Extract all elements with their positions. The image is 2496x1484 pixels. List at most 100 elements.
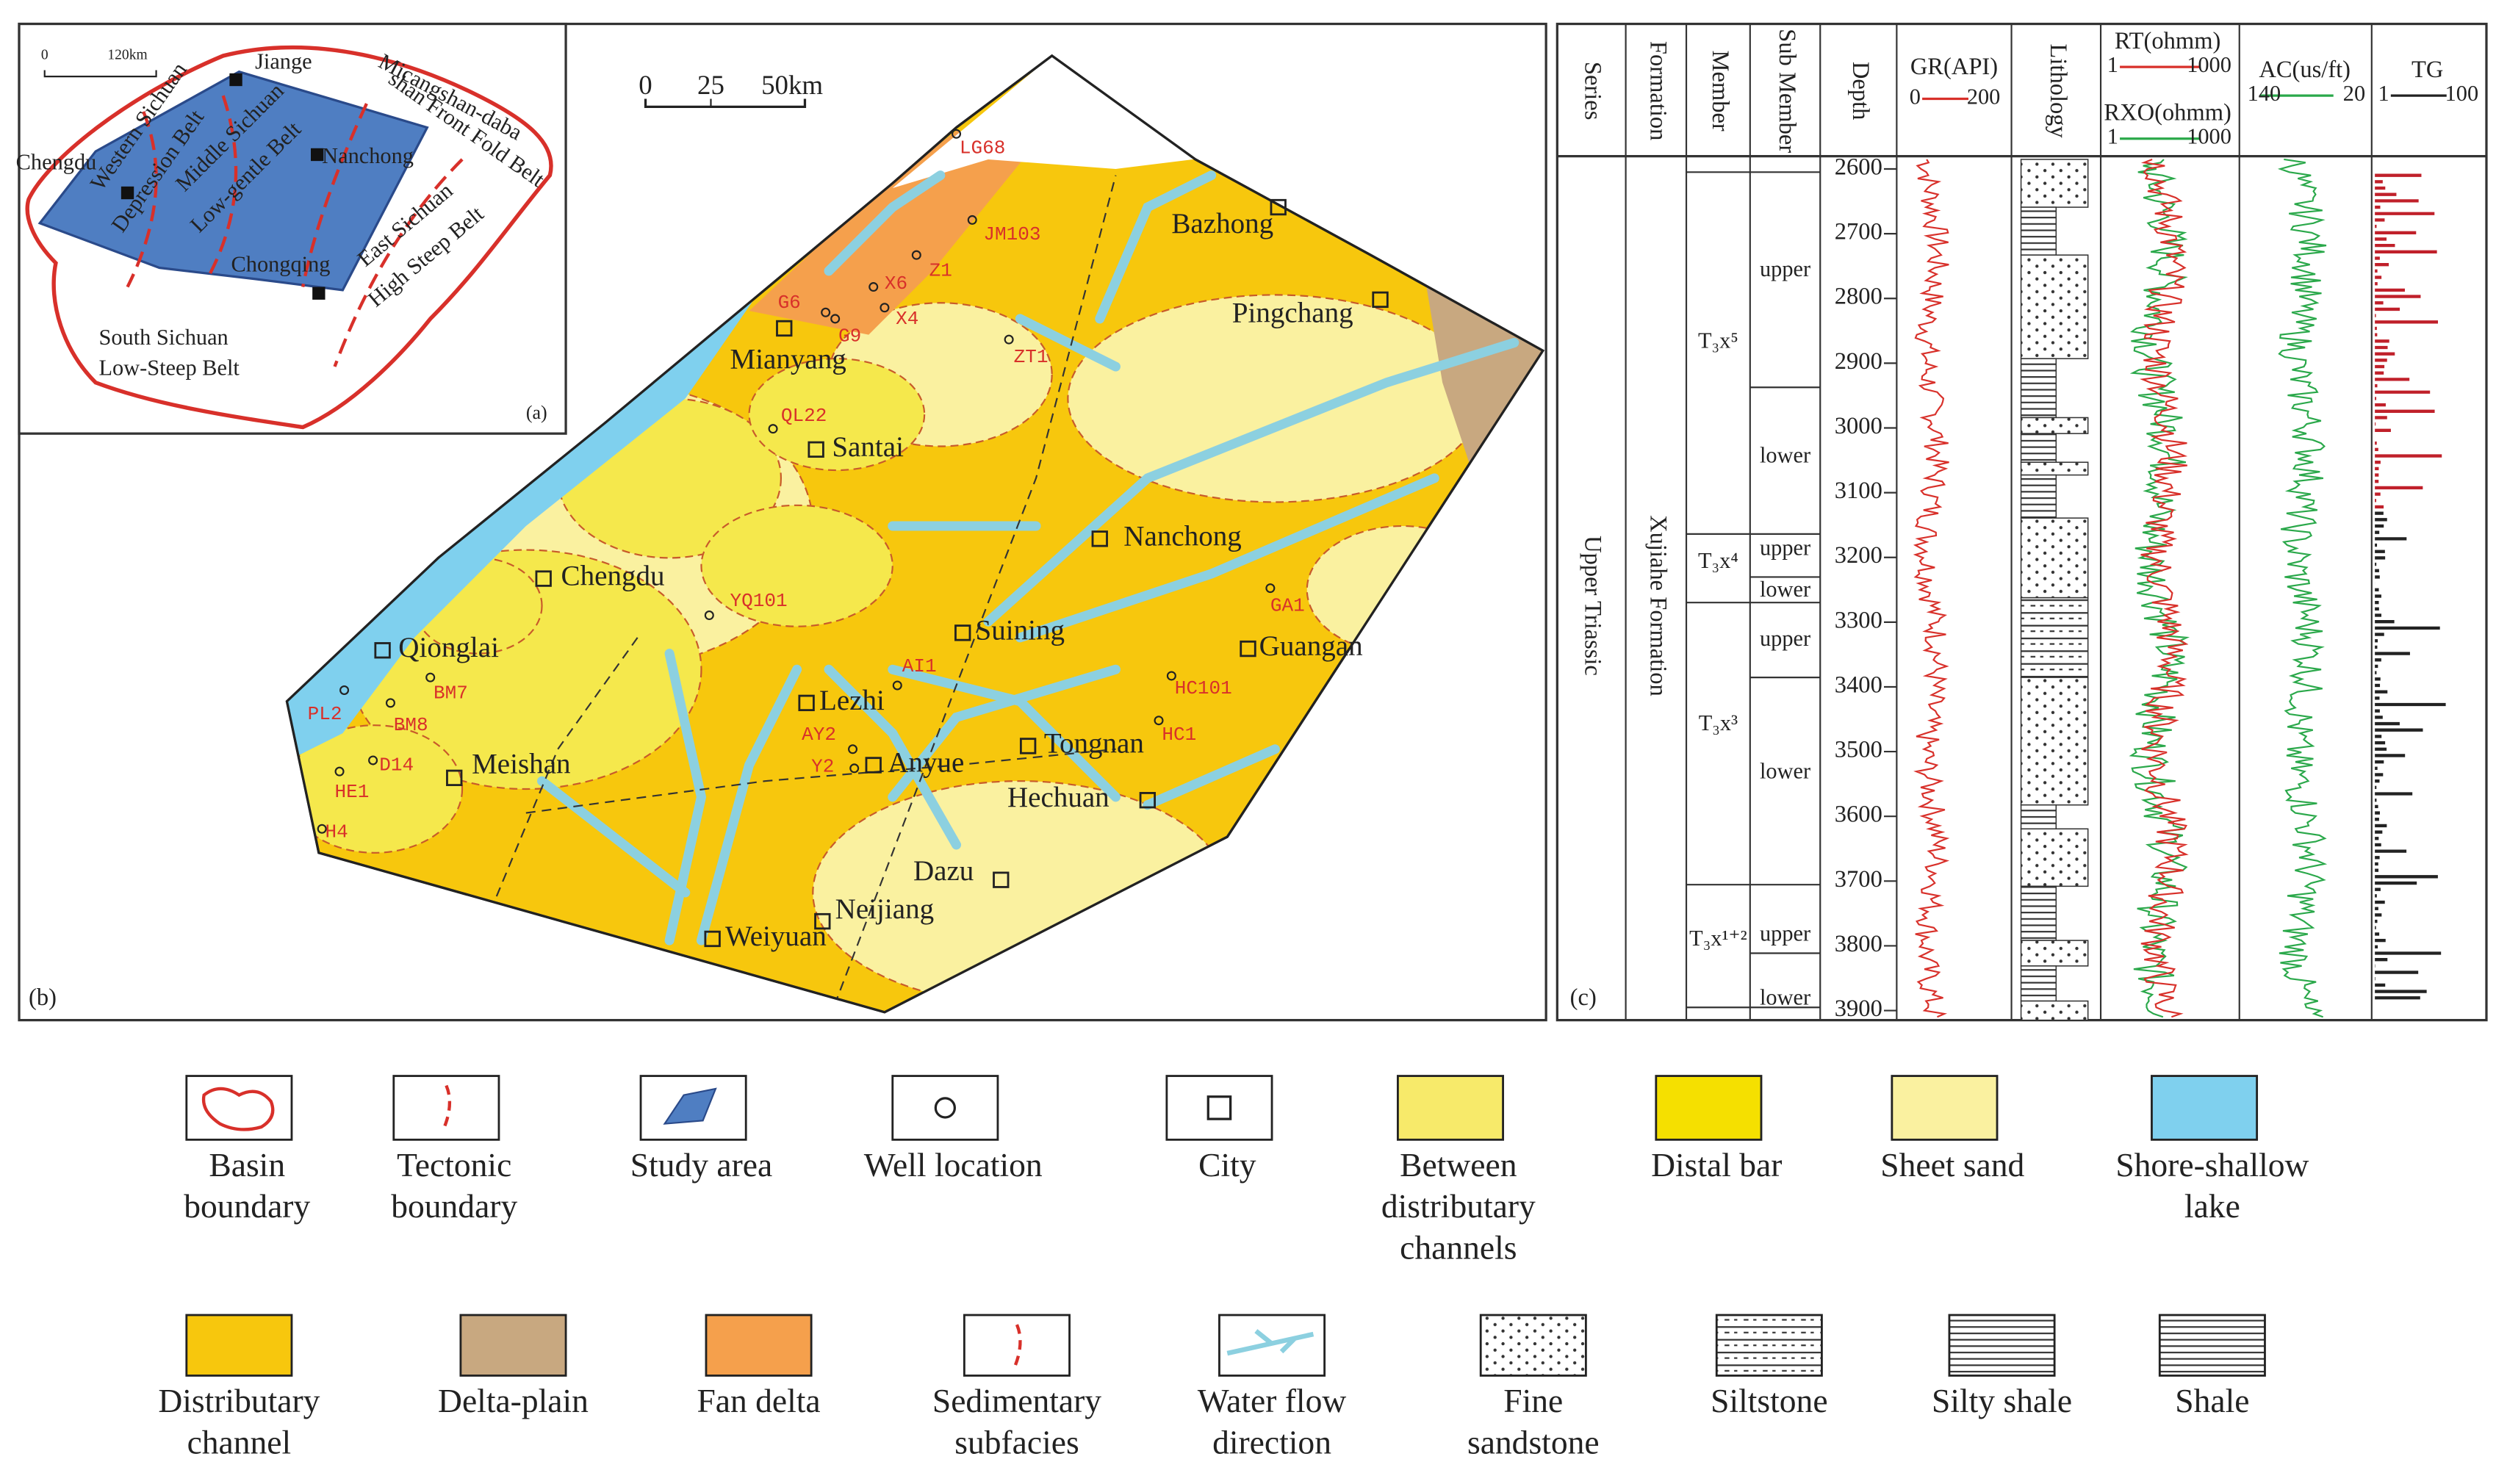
legend-swatch — [1218, 1314, 1326, 1377]
lithology — [2020, 517, 2089, 599]
lithology — [2020, 474, 2057, 519]
scale-label: 50km — [761, 70, 823, 100]
well-label: JM103 — [983, 223, 1040, 245]
depth-label: 2800 — [1835, 284, 1882, 310]
inset-city — [229, 73, 242, 87]
well-marker — [1154, 716, 1164, 726]
column-header: Lithology — [2045, 44, 2071, 139]
member-label: T₃x³ — [1699, 710, 1738, 735]
lithology — [2020, 206, 2057, 256]
inset-label: Nanchong — [322, 143, 414, 168]
city-label: Guangan — [1259, 630, 1363, 662]
inset-city — [310, 148, 324, 162]
legend-label: Between — [1400, 1146, 1517, 1184]
inset-scale — [43, 70, 157, 78]
legend-basin — [201, 1087, 275, 1131]
between-channels — [700, 504, 893, 627]
water-flow — [1015, 314, 1121, 372]
well-marker — [821, 307, 831, 317]
lithology — [2020, 885, 2057, 941]
well-marker — [317, 824, 327, 834]
basin-boundary — [25, 45, 553, 430]
well-label: BM8 — [394, 714, 428, 736]
city-marker — [808, 441, 824, 458]
well-marker — [911, 250, 921, 260]
dashed-boundary — [827, 175, 1117, 1012]
depth-label: 3700 — [1835, 866, 1882, 893]
inset-label: Chongqing — [231, 251, 331, 276]
inset-label: Jiange — [255, 49, 312, 74]
well-label: X6 — [885, 273, 907, 295]
city-label: Weiyuan — [725, 921, 827, 952]
sub-member-label: lower — [1760, 984, 1810, 1009]
tectonic-boundary — [126, 111, 158, 288]
legend-dash — [1012, 1324, 1022, 1370]
inset-label: Low-Steep Belt — [98, 355, 240, 380]
depth-label: 2700 — [1835, 219, 1882, 245]
well-label: BM7 — [434, 682, 468, 705]
lithology — [2020, 254, 2089, 359]
city-label: Suining — [976, 614, 1065, 646]
panel-label: (c) — [1570, 984, 1597, 1011]
city-label: Meishan — [472, 749, 570, 780]
well-marker — [1265, 583, 1276, 594]
depth-label: 3400 — [1835, 671, 1882, 698]
member-label: T₃x⁴ — [1698, 548, 1738, 573]
study-area — [37, 70, 429, 292]
tectonic-boundary — [333, 158, 464, 367]
well-marker — [880, 303, 890, 313]
well-marker — [967, 215, 977, 225]
city-label: Nanchong — [1123, 520, 1241, 552]
series-label: Upper Triassic — [1579, 536, 1605, 676]
legend-label: Distributary — [158, 1382, 320, 1419]
panel-label: (a) — [526, 402, 547, 423]
city-marker — [814, 912, 831, 930]
well-marker — [868, 282, 879, 292]
curve-header: RT(ohmm) — [2115, 28, 2220, 54]
column-header: Formation — [1644, 41, 1671, 141]
legend-label: Fan delta — [697, 1382, 820, 1419]
legend-swatch — [2151, 1075, 2259, 1141]
lithology — [2020, 940, 2089, 967]
legend-label: channel — [187, 1423, 292, 1460]
inset-label: Chengdu — [16, 149, 97, 174]
rt-curve — [2139, 158, 2189, 1018]
fan-delta — [749, 130, 1036, 335]
curve-range: 1000 — [2187, 52, 2231, 77]
well-marker — [334, 766, 345, 777]
shore-lake — [287, 295, 758, 757]
well-label: HE1 — [335, 781, 370, 803]
legend-swatch — [1891, 1075, 1999, 1141]
city-marker — [1091, 530, 1108, 547]
city-marker — [704, 930, 721, 948]
city-marker — [446, 769, 463, 786]
well-marker — [368, 755, 378, 766]
curve-range: 140 — [2248, 81, 2281, 106]
city-label: Tongnan — [1044, 727, 1144, 759]
well-label: G6 — [778, 292, 801, 314]
column-header: Depth — [1847, 62, 1874, 120]
legend-label: Tectonic — [397, 1146, 511, 1184]
legend-swatch — [1165, 1075, 1273, 1141]
sub-member-label: upper — [1760, 626, 1810, 651]
lithology — [2020, 1000, 2089, 1021]
water-flow — [888, 664, 1121, 802]
legend-swatch — [185, 1314, 293, 1377]
scale-label: 120km — [107, 47, 147, 62]
legend-swatch — [963, 1314, 1071, 1377]
legend-swatch — [1948, 1314, 2056, 1377]
legend-swatch — [459, 1314, 567, 1377]
curve-header: TG — [2412, 57, 2443, 83]
lithology — [2020, 597, 2089, 678]
legend-city — [1206, 1095, 1232, 1120]
lithology — [2020, 417, 2089, 434]
well-label: AY2 — [802, 724, 836, 746]
well-label: H4 — [326, 821, 348, 843]
legend-label: Shore-shallow — [2115, 1146, 2309, 1184]
lithology — [2020, 828, 2089, 887]
city-marker — [993, 871, 1010, 888]
lithology — [2020, 358, 2057, 419]
legend-flow — [1226, 1329, 1314, 1356]
city-marker — [798, 694, 815, 712]
